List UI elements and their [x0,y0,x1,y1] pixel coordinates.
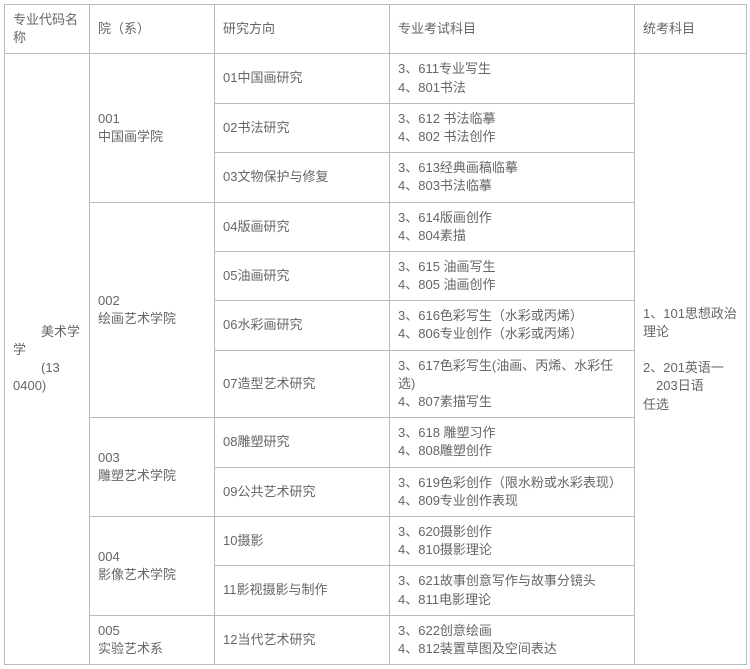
direction-cell: 08雕塑研究 [215,418,390,467]
curriculum-table: 专业代码名称院（系）研究方向专业考试科目统考科目美术学学(130400)001 … [4,4,747,665]
pro-exam-cell: 3、613经典画稿临摹 4、803书法临摹 [390,153,635,202]
header-direction: 研究方向 [215,5,390,54]
pro-exam-cell: 3、617色彩写生(油画、丙烯、水彩任选) 4、807素描写生 [390,350,635,418]
common-exam-cell: 1、101思想政治理论 2、201英语一 203日语 任选 [635,54,747,665]
major-name-suffix: 学 [13,342,26,357]
major-name: 美术学 [13,323,80,341]
pro-exam-cell: 3、616色彩写生（水彩或丙烯） 4、806专业创作（水彩或丙烯） [390,301,635,350]
major-code: (13 [13,359,60,377]
department-cell: 004 影像艺术学院 [90,516,215,615]
major-code-tail: 0400) [13,378,46,393]
direction-cell: 09公共艺术研究 [215,467,390,516]
direction-cell: 05油画研究 [215,251,390,300]
header-row: 专业代码名称院（系）研究方向专业考试科目统考科目 [5,5,747,54]
header-department: 院（系） [90,5,215,54]
direction-cell: 02书法研究 [215,103,390,152]
header-common-exam: 统考科目 [635,5,747,54]
department-cell: 001 中国画学院 [90,54,215,202]
header-pro-exam: 专业考试科目 [390,5,635,54]
direction-cell: 03文物保护与修复 [215,153,390,202]
direction-cell: 04版画研究 [215,202,390,251]
pro-exam-cell: 3、620摄影创作 4、810摄影理论 [390,516,635,565]
table-row: 美术学学(130400)001 中国画学院01中国画研究3、611专业写生 4、… [5,54,747,103]
direction-cell: 12当代艺术研究 [215,615,390,664]
pro-exam-cell: 3、612 书法临摹 4、802 书法创作 [390,103,635,152]
department-cell: 005 实验艺术系 [90,615,215,664]
direction-cell: 06水彩画研究 [215,301,390,350]
pro-exam-cell: 3、614版画创作 4、804素描 [390,202,635,251]
pro-exam-cell: 3、611专业写生 4、801书法 [390,54,635,103]
pro-exam-cell: 3、618 雕塑习作 4、808雕塑创作 [390,418,635,467]
department-cell: 003 雕塑艺术学院 [90,418,215,517]
major-cell: 美术学学 (130400) [5,54,90,665]
pro-exam-cell: 3、622创意绘画 4、812装置草图及空间表达 [390,615,635,664]
direction-cell: 07造型艺术研究 [215,350,390,418]
direction-cell: 10摄影 [215,516,390,565]
pro-exam-cell: 3、621故事创意写作与故事分镜头 4、811电影理论 [390,566,635,615]
department-cell: 002 绘画艺术学院 [90,202,215,418]
direction-cell: 01中国画研究 [215,54,390,103]
header-code-name: 专业代码名称 [5,5,90,54]
pro-exam-cell: 3、619色彩创作（限水粉或水彩表现） 4、809专业创作表现 [390,467,635,516]
pro-exam-cell: 3、615 油画写生 4、805 油画创作 [390,251,635,300]
direction-cell: 11影视摄影与制作 [215,566,390,615]
